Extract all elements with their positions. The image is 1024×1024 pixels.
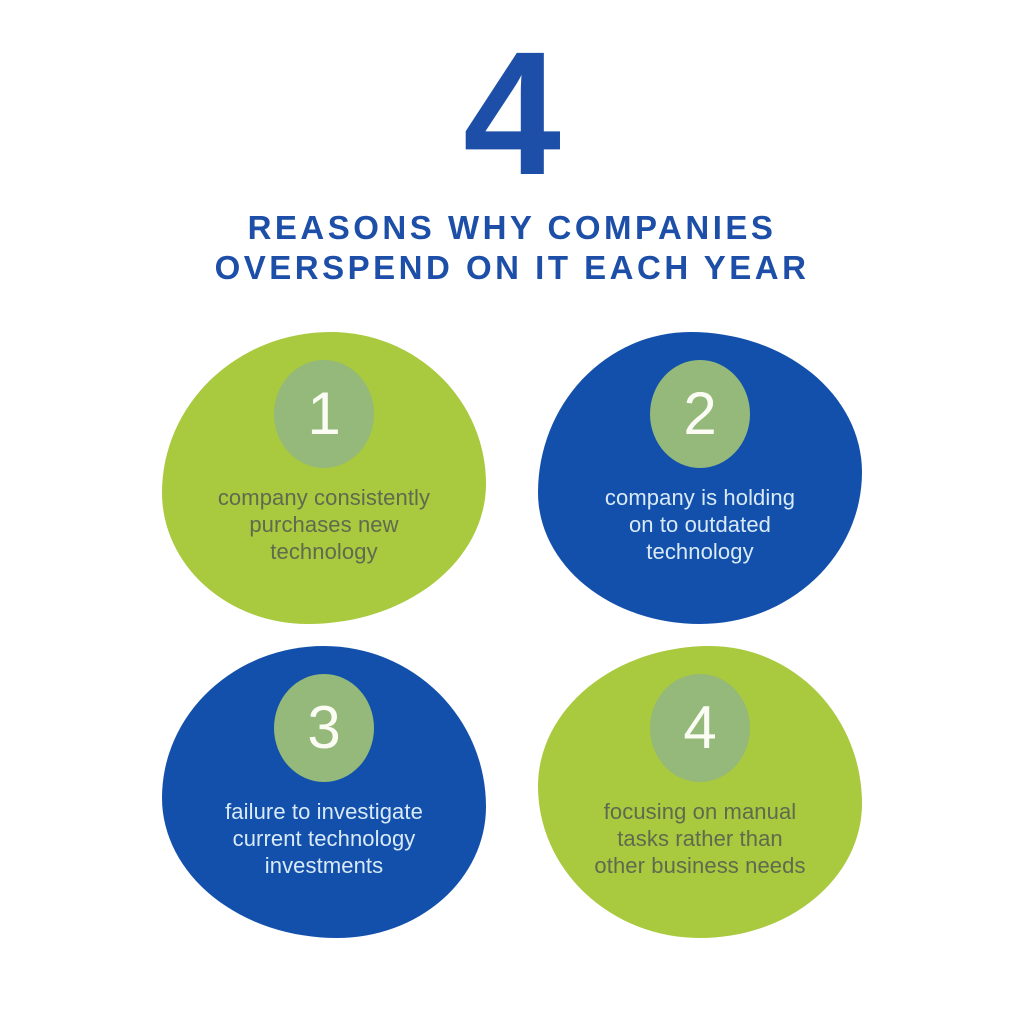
page-title: REASONS WHY COMPANIES OVERSPEND ON IT EA… [215, 208, 810, 288]
reason-4-text: focusing on manual tasks rather than oth… [594, 799, 806, 878]
reasons-grid: 1 company consistently purchases new tec… [162, 332, 862, 938]
page-title-line2: OVERSPEND ON IT EACH YEAR [214, 249, 810, 286]
reason-3-text: failure to investigate current technolog… [225, 799, 423, 878]
reason-2-number-badge: 2 [650, 360, 750, 468]
reason-blob-2: 2 company is holding on to outdated tech… [538, 332, 862, 624]
reason-1-text: company consistently purchases new techn… [217, 485, 431, 564]
reason-2-text: company is holding on to outdated techno… [604, 485, 796, 564]
reason-2-number: 2 [683, 380, 717, 447]
page-title-line1: REASONS WHY COMPANIES [247, 209, 777, 246]
big-number-headline: 4 [463, 16, 561, 212]
reason-blob-3: 3 failure to investigate current technol… [162, 646, 486, 938]
reason-1-number: 1 [307, 380, 341, 447]
reason-4-number-badge: 4 [650, 674, 750, 782]
reason-3-number: 3 [307, 694, 341, 761]
reason-blob-1: 1 company consistently purchases new tec… [162, 332, 486, 624]
reason-4-number: 4 [683, 694, 717, 761]
reason-1-number-badge: 1 [274, 360, 374, 468]
reason-3-number-badge: 3 [274, 674, 374, 782]
reason-blob-4: 4 focusing on manual tasks rather than o… [538, 646, 862, 938]
